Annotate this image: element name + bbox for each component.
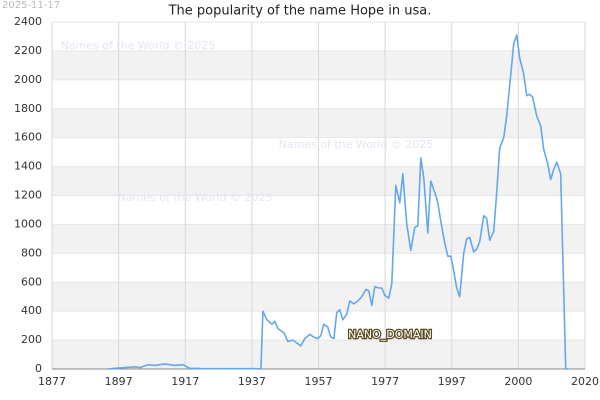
y-tick-label: 2400 — [14, 15, 42, 28]
watermark: Names of the World © 2025 — [118, 191, 273, 204]
x-tick-label: 1937 — [238, 375, 266, 388]
watermark: Names of the World © 2025 — [61, 39, 216, 52]
y-tick-label: 600 — [21, 275, 42, 288]
watermark: Names of the World © 2025 — [279, 138, 434, 151]
y-tick-label: 1800 — [14, 102, 42, 115]
x-tick-label: 1877 — [38, 375, 66, 388]
x-tick-label: 2020 — [571, 375, 599, 388]
y-tick-label: 2000 — [14, 73, 42, 86]
y-tick-label: 1200 — [14, 189, 42, 202]
x-tick-label: 1897 — [105, 375, 133, 388]
series-line — [107, 34, 569, 370]
timestamp: 2025-11-17 — [2, 0, 60, 11]
y-tick-label: 200 — [21, 333, 42, 346]
y-tick-label: 2200 — [14, 44, 42, 57]
x-tick-label: 1957 — [305, 375, 333, 388]
y-tick-label: 0 — [35, 362, 42, 375]
chart-title: The popularity of the name Hope in usa. — [168, 4, 432, 19]
annotation: NANO_DOMAIN — [348, 328, 432, 341]
y-tick-label: 1600 — [14, 131, 42, 144]
y-tick-label: 1000 — [14, 217, 42, 230]
x-tick-label: 1977 — [371, 375, 399, 388]
y-tick-label: 400 — [21, 304, 42, 317]
y-tick-label: 800 — [21, 246, 42, 259]
x-tick-label: 2000 — [504, 375, 532, 388]
x-tick-label: 1997 — [438, 375, 466, 388]
x-tick-label: 1917 — [171, 375, 199, 388]
y-tick-label: 1400 — [14, 160, 42, 173]
